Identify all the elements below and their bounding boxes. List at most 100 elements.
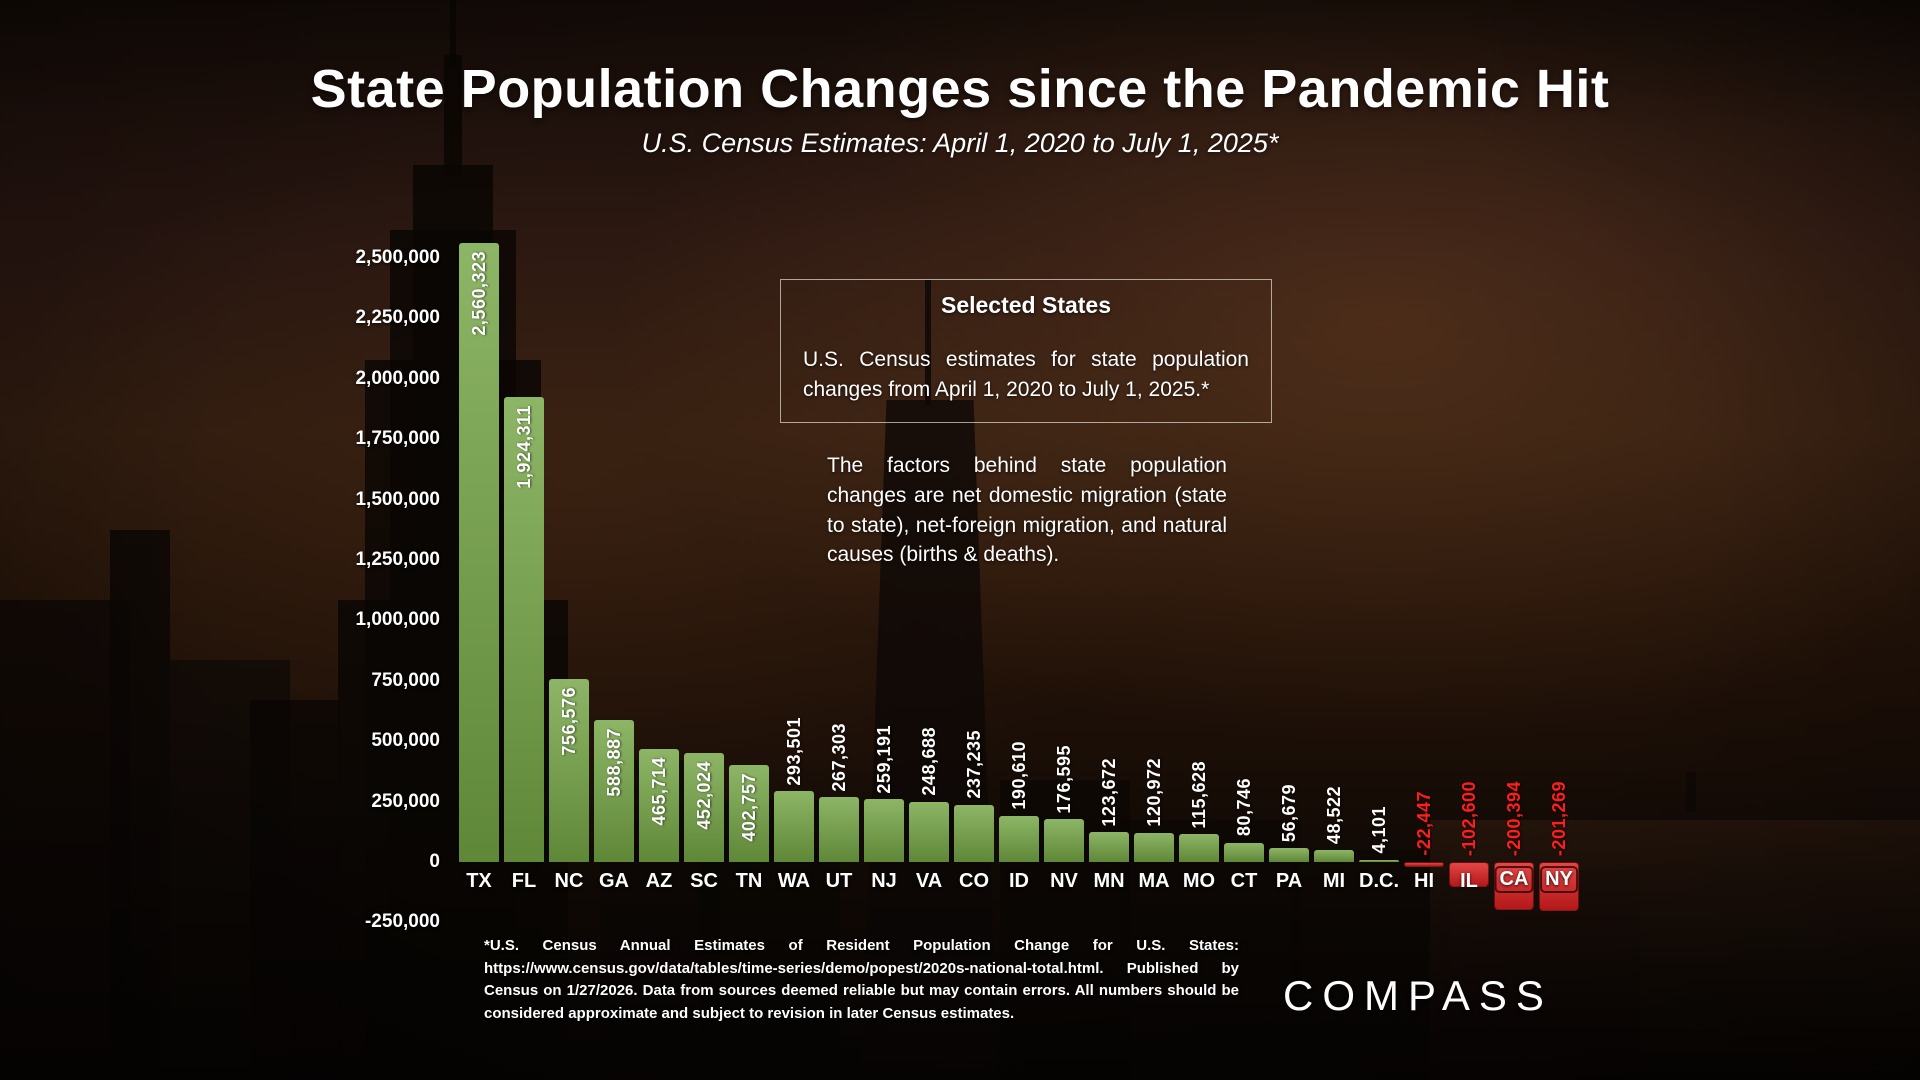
compass-logo: COMPASS (1283, 972, 1553, 1019)
x-label-HI: HI (1414, 870, 1434, 892)
bar-column-NY: -201,269 NY (1539, 230, 1579, 990)
bar-column-NJ: 259,191 NJ (864, 230, 904, 990)
bar-column-HI: -22,447 HI (1404, 230, 1444, 990)
x-label-TX: TX (466, 870, 492, 892)
bar-MO (1179, 834, 1219, 862)
bar-value-MA: 120,972 (1144, 758, 1164, 827)
one-wtc-spire (925, 280, 931, 405)
x-label-IL: IL (1460, 870, 1478, 892)
bar-column-IL: -102,600 IL (1449, 230, 1489, 990)
bar-NC (549, 679, 589, 862)
bar-value-SC: 452,024 (694, 760, 714, 830)
x-label-CO: CO (959, 870, 989, 892)
x-label-UT: UT (825, 870, 853, 892)
y-tick-0: 0 (429, 851, 440, 872)
bar-value-MN: 123,672 (1099, 757, 1119, 827)
bar-value-CO: 237,235 (964, 730, 984, 799)
factors-note: The factors behind state population chan… (827, 454, 1227, 567)
x-label-ID: ID (1009, 870, 1029, 892)
x-label-MN: MN (1093, 870, 1125, 892)
building-silhouette (1120, 820, 1300, 1080)
building-silhouette (1290, 850, 1450, 1080)
page-subtitle: U.S. Census Estimates: April 1, 2020 to … (641, 128, 1279, 158)
y-tick-2250000: 2,250,000 (355, 307, 440, 329)
bar-column-NV: 176,595 NV (1044, 230, 1084, 990)
bar-column-UT: 267,303 UT (819, 230, 859, 990)
x-label-VA: VA (915, 870, 943, 892)
bar-column-MA: 120,972 MA (1134, 230, 1174, 990)
y-tick-1500000: 1,500,000 (355, 488, 440, 510)
bar-CT (1224, 842, 1264, 862)
selected-states-box: Selected States U.S. Census estimates fo… (780, 279, 1272, 423)
y-tick-1750000: 1,750,000 (355, 428, 440, 450)
bar-NY (1539, 862, 1579, 911)
bar-column-CO: 237,235 CO (954, 230, 994, 990)
x-label-TN: TN (735, 870, 763, 892)
x-label-MI: MI (1322, 870, 1346, 892)
page-title: State Population Changes since the Pande… (310, 59, 1610, 119)
x-label-CT: CT (1230, 870, 1258, 892)
x-label-FL: FL (511, 870, 537, 892)
plot-area: 2,560,323 TX 1,924,311 FL 756,576 NC 588,887 GA… (459, 230, 1584, 990)
bar-column-CT: 80,746 CT (1224, 230, 1264, 990)
building-silhouette (0, 600, 130, 1080)
bar-value-MI: 48,522 (1324, 786, 1344, 845)
bar-column-TX: 2,560,323 TX (459, 230, 499, 990)
bar-value-ID: 190,610 (1009, 741, 1029, 810)
bar-UT (819, 797, 859, 862)
info-box-heading: Selected States (940, 292, 1112, 318)
one-wtc-building (862, 400, 998, 1080)
source-footnote: *U.S. Census Annual Estimates of Residen… (484, 937, 1239, 1022)
bar-value-CA: -200,394 (1504, 780, 1524, 856)
statue-of-liberty-silhouette (1686, 772, 1696, 812)
bar-AZ (639, 749, 679, 862)
bar-FL (504, 397, 544, 862)
bar-value-VA: 248,688 (919, 727, 939, 796)
y-tick-500000: 500,000 (371, 730, 440, 752)
bar-column-FL: 1,924,311 FL (504, 230, 544, 990)
bar-value-WA: 293,501 (784, 716, 804, 786)
bar-column-AZ: 465,714 AZ (639, 230, 679, 990)
x-label-NJ: NJ (871, 870, 897, 892)
y-tick-2500000: 2,500,000 (355, 247, 440, 268)
y-tick-1250000: 1,250,000 (355, 549, 440, 570)
x-label-GA: GA (599, 870, 629, 892)
bar-column-WA: 293,501 WA (774, 230, 814, 990)
empire-state-spire (444, 55, 462, 175)
bar-value-AZ: 465,714 (649, 757, 669, 827)
x-label-AZ: AZ (645, 870, 673, 892)
bar-value-CT: 80,746 (1234, 778, 1254, 837)
bar-PA (1269, 848, 1309, 862)
bar-value-PA: 56,679 (1279, 784, 1299, 843)
y-tick-1000000: 1,000,000 (355, 609, 440, 631)
bar-value-D.C.: 4,101 (1369, 806, 1389, 854)
bar-MI (1314, 850, 1354, 862)
bar-value-TX: 2,560,323 (469, 251, 489, 336)
y-tick--250000: -250,000 (364, 911, 440, 933)
x-label-NV: NV (1050, 870, 1078, 892)
bar-TX (459, 243, 499, 862)
bar-SC (684, 752, 724, 862)
bar-TN (729, 764, 769, 862)
bar-value-FL: 1,924,311 (514, 405, 534, 489)
x-label-NC: NC (554, 870, 584, 892)
bar-column-MI: 48,522 MI (1314, 230, 1354, 990)
x-label-WA: WA (777, 870, 811, 892)
bar-VA (909, 801, 949, 862)
bar-value-MO: 115,628 (1189, 760, 1209, 829)
bar-column-SC: 452,024 SC (684, 230, 724, 990)
bar-value-NJ: 259,191 (874, 724, 894, 794)
bar-IL (1449, 862, 1489, 887)
bar-value-NV: 176,595 (1054, 744, 1074, 814)
building-silhouette (250, 700, 340, 1080)
bar-CO (954, 804, 994, 862)
y-tick-750000: 750,000 (371, 669, 440, 691)
bar-column-CA: -200,394 CA (1494, 230, 1534, 990)
bar-NV (1044, 819, 1084, 862)
bar-column-PA: 56,679 PA (1269, 230, 1309, 990)
bar-column-GA: 588,887 GA (594, 230, 634, 990)
